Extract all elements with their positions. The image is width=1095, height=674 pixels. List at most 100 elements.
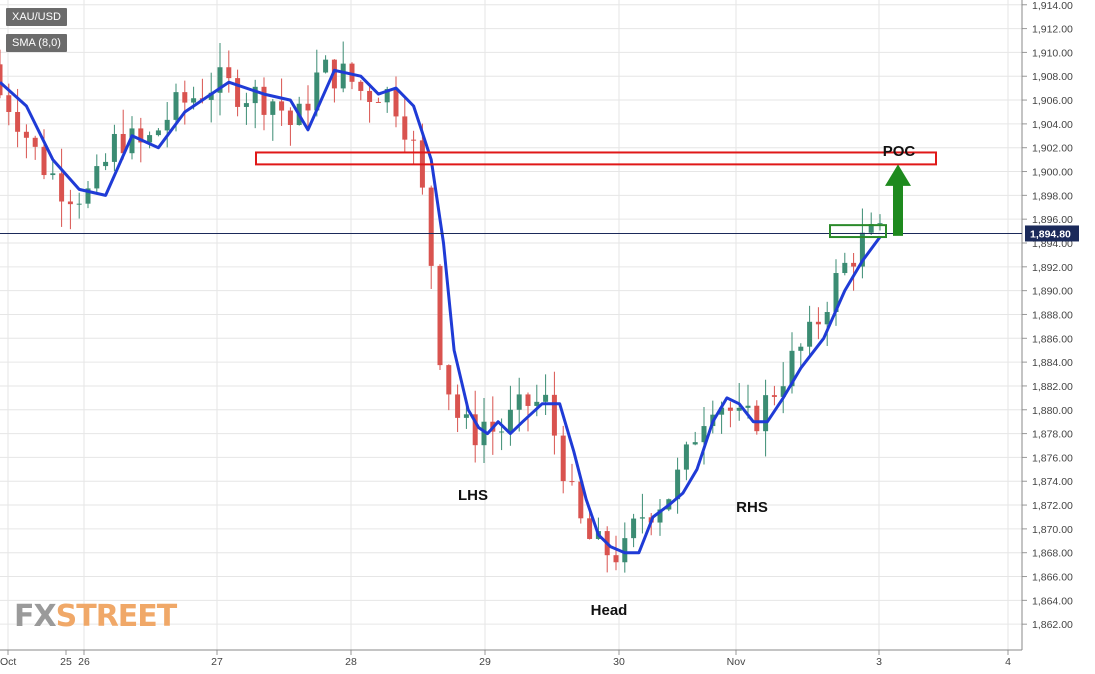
candle-body — [67, 201, 73, 205]
plot-area — [0, 0, 1022, 650]
indicator-tag: SMA (8,0) — [6, 34, 67, 52]
candle-body — [745, 405, 751, 408]
candle-body — [226, 67, 232, 79]
y-tick-label: 1,892.00 — [1032, 262, 1073, 274]
candle-body — [428, 187, 434, 266]
poc-zone-box — [255, 151, 937, 166]
y-tick-label: 1,878.00 — [1032, 429, 1073, 441]
candle-body — [208, 92, 214, 100]
candle-body — [217, 67, 223, 93]
candle-body — [314, 72, 320, 111]
candle-body — [824, 312, 830, 325]
y-tick-label: 1,884.00 — [1032, 357, 1073, 369]
candle-body — [270, 101, 276, 115]
y-tick-label: 1,872.00 — [1032, 500, 1073, 512]
candle-body — [868, 224, 874, 233]
candle-body — [763, 395, 769, 432]
candle-body — [6, 95, 12, 112]
y-tick-label: 1,874.00 — [1032, 476, 1073, 488]
candle-body — [252, 86, 258, 104]
candle-body — [287, 110, 293, 125]
candle-body — [736, 407, 742, 411]
candle-body — [32, 137, 38, 147]
candle-body — [340, 63, 346, 89]
candle-body — [455, 394, 461, 418]
candle-body — [613, 555, 619, 563]
last-price-label: 1,894.80 — [1030, 228, 1071, 240]
annotation-rhs: RHS — [736, 499, 768, 516]
y-tick-label: 1,910.00 — [1032, 47, 1073, 59]
x-tick-label: Oct — [0, 656, 16, 668]
arrow-shaft — [893, 183, 903, 236]
candle-body — [261, 86, 267, 115]
candle-body — [120, 133, 126, 154]
candle-body — [587, 518, 593, 539]
y-tick-label: 1,864.00 — [1032, 595, 1073, 607]
candle-body — [182, 92, 188, 103]
y-tick-label: 1,882.00 — [1032, 381, 1073, 393]
x-tick-label: 3 — [876, 656, 882, 668]
x-tick-label: 28 — [345, 656, 357, 668]
y-tick-label: 1,898.00 — [1032, 190, 1073, 202]
x-tick-label: 27 — [211, 656, 223, 668]
consolidation-box — [829, 224, 887, 239]
candle-body — [463, 414, 469, 418]
y-tick-label: 1,902.00 — [1032, 143, 1073, 155]
candle-body — [701, 426, 707, 443]
annotation-head: Head — [591, 602, 628, 619]
y-tick-label: 1,896.00 — [1032, 214, 1073, 226]
candle-body — [657, 509, 663, 523]
candle-body — [551, 394, 557, 436]
candle-body — [472, 414, 478, 446]
y-tick-label: 1,870.00 — [1032, 524, 1073, 536]
candle-body — [877, 223, 883, 225]
x-tick-label: 30 — [613, 656, 625, 668]
candle-body — [402, 116, 408, 140]
candle-body — [851, 262, 857, 267]
annotation-poc: POC — [883, 143, 916, 160]
candle-body — [129, 128, 135, 154]
candle-body — [622, 538, 628, 563]
x-tick-label: 4 — [1005, 656, 1011, 668]
x-tick-label: 29 — [479, 656, 491, 668]
candle-body — [279, 101, 285, 111]
candle-body — [569, 481, 575, 483]
candle-body — [76, 203, 82, 205]
arrow-head — [885, 164, 911, 186]
y-tick-label: 1,862.00 — [1032, 619, 1073, 631]
y-tick-label: 1,890.00 — [1032, 286, 1073, 298]
candle-body — [560, 435, 566, 482]
y-tick-label: 1,912.00 — [1032, 24, 1073, 36]
candle-body — [534, 401, 540, 406]
candle-body — [94, 166, 100, 189]
last-price-tag-bg — [1025, 225, 1079, 242]
y-tick-label: 1,908.00 — [1032, 71, 1073, 83]
candle-body — [367, 90, 373, 102]
candle-body — [499, 431, 505, 433]
candle-body — [543, 394, 549, 402]
candle-body — [155, 130, 161, 136]
candle-body — [437, 265, 443, 366]
candle-body — [41, 146, 47, 176]
candle-body — [164, 119, 170, 131]
candle-body — [85, 188, 91, 204]
candle-body — [173, 92, 179, 120]
candle-body — [384, 89, 390, 103]
candle-body — [859, 232, 865, 267]
candle-body — [754, 405, 760, 432]
candle-body — [780, 386, 786, 397]
candle-body — [59, 173, 65, 202]
candle-body — [138, 128, 144, 143]
candle-body — [331, 59, 337, 89]
candle-body — [111, 133, 117, 162]
y-tick-label: 1,868.00 — [1032, 548, 1073, 560]
candle-body — [525, 394, 531, 406]
candle-body — [50, 173, 56, 176]
candle-body — [393, 89, 399, 117]
candle-body — [639, 517, 645, 519]
candle-body — [147, 135, 153, 143]
candle-body — [305, 103, 311, 111]
candle-body — [727, 407, 733, 411]
y-tick-label: 1,886.00 — [1032, 333, 1073, 345]
y-tick-label: 1,876.00 — [1032, 452, 1073, 464]
